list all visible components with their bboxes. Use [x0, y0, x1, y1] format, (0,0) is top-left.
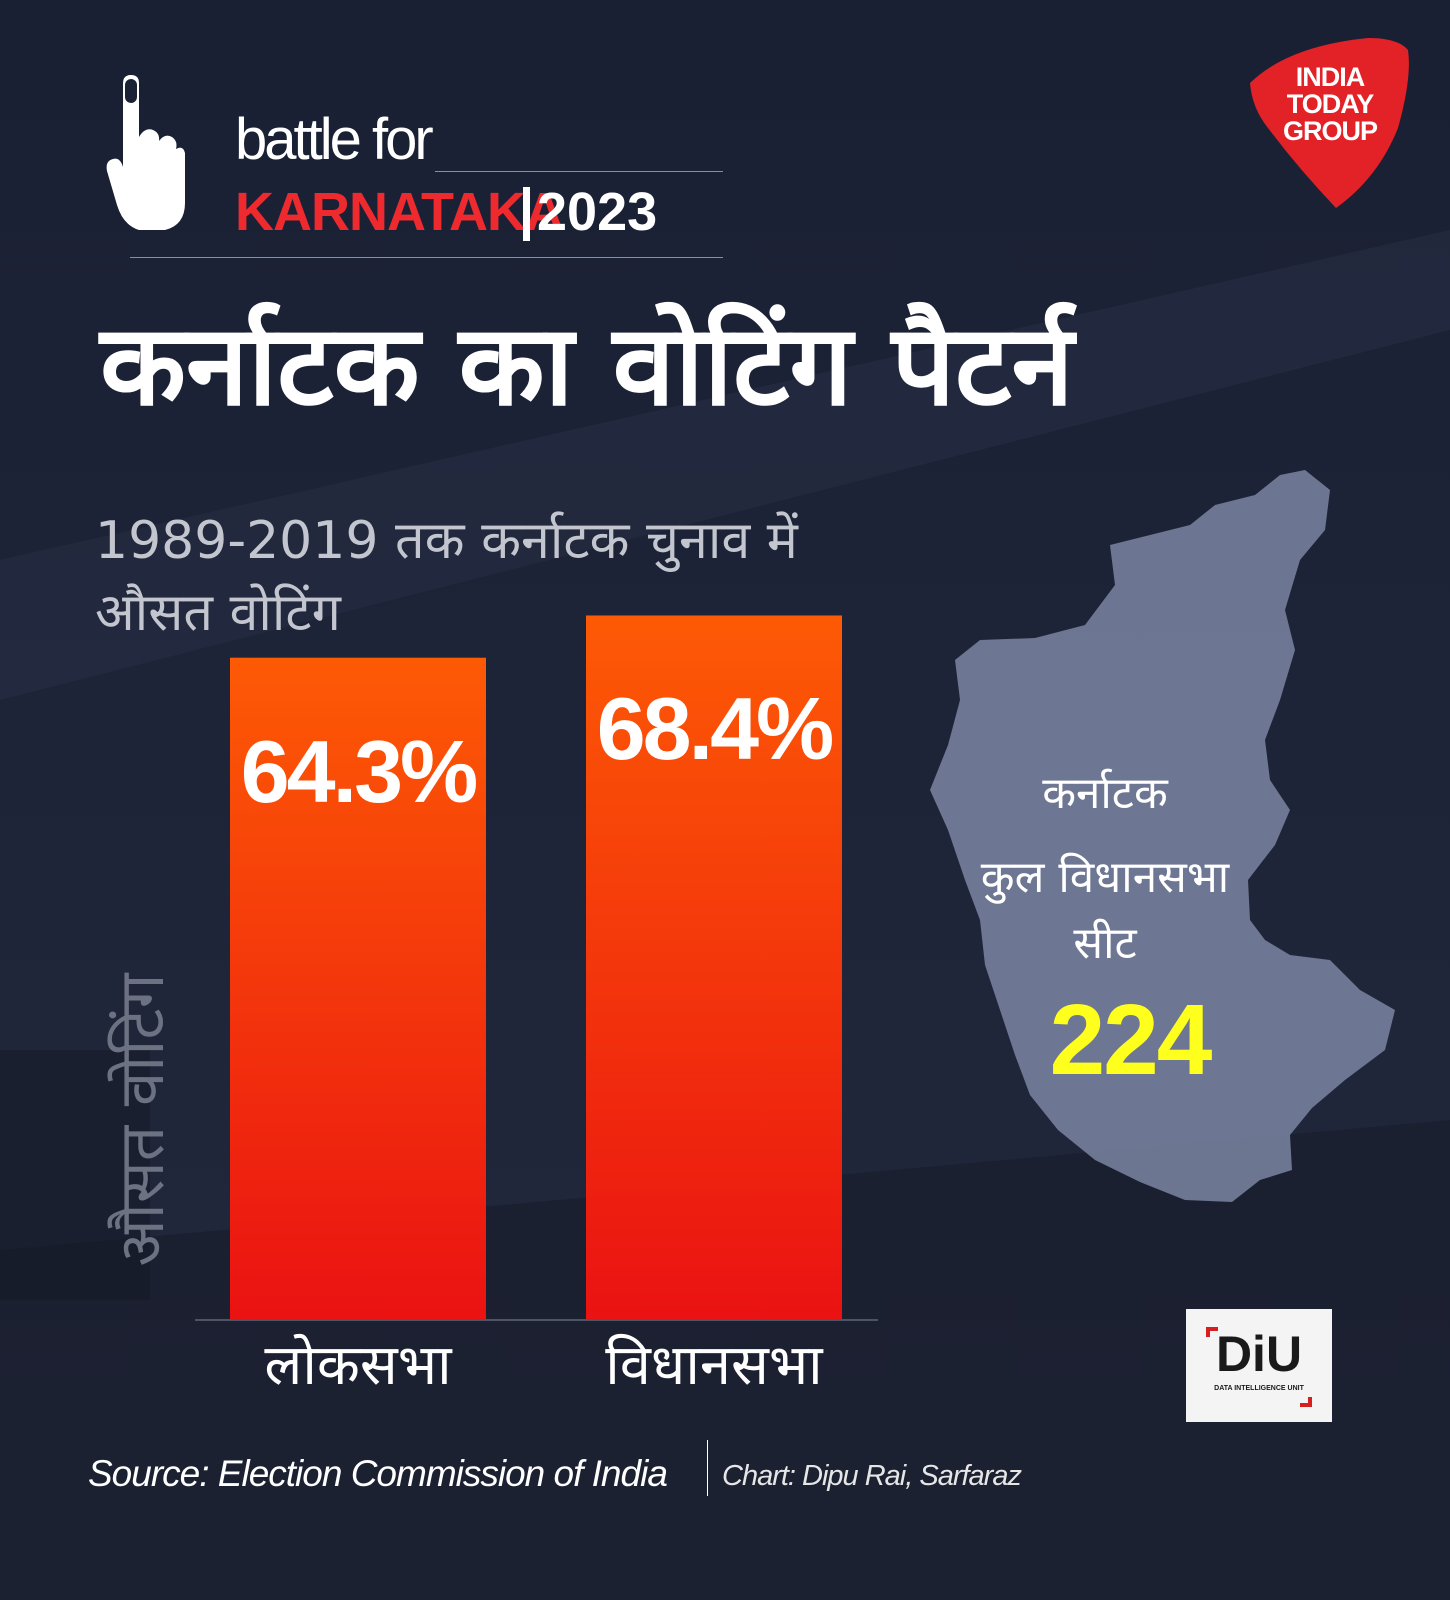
bar-value-label-0: 64.3% [240, 721, 479, 821]
bar-1 [586, 615, 842, 1320]
brand-state: KARNATAKA [235, 182, 564, 242]
source-note: Source: Election Commission of India [88, 1453, 668, 1494]
battle-for-karnataka-branding: battle for KARNATAKA 2023 [105, 75, 725, 260]
diu-logo: DiU DATA INTELLIGENCE UNIT [1186, 1309, 1332, 1422]
logo-line-group: GROUP [1282, 116, 1378, 146]
chart-subtitle: 1989-2019 तक कर्नाटक चुनाव में औसत वोटिं… [95, 511, 798, 643]
y-axis-label: औसत वोटिंग [105, 973, 178, 1267]
logo-shield-icon [1250, 38, 1409, 208]
bar-value-label-1: 68.4% [596, 679, 835, 779]
voting-finger-icon [106, 75, 185, 230]
category-label-1: विधानसभा [605, 1333, 823, 1398]
brand-divider-bottom [130, 257, 723, 258]
map-seats-label: कुल विधानसभा [980, 852, 1230, 903]
bar-0 [230, 657, 486, 1320]
brand-year: 2023 [537, 182, 658, 242]
brand-battle-for: battle for [235, 107, 434, 172]
brand-divider-top [435, 171, 723, 172]
diu-subtitle: DATA INTELLIGENCE UNIT [1214, 1385, 1304, 1392]
category-label-0: लोकसभा [264, 1333, 452, 1398]
logo-line-india: INDIA [1295, 62, 1366, 92]
bars-group [230, 615, 842, 1320]
page-title: कर्नाटक का वोटिंग पैटर्न [100, 301, 1074, 431]
karnataka-map-shape [930, 470, 1395, 1202]
brand-separator [523, 187, 530, 241]
india-today-group-logo: INDIA TODAY GROUP [1248, 38, 1412, 210]
logo-line-today: TODAY [1286, 89, 1375, 119]
map-seats-label-2: सीट [1073, 918, 1137, 969]
chart-credit: Chart: Dipu Rai, Sarfaraz [722, 1460, 1022, 1492]
total-seats-value: 224 [1049, 984, 1213, 1096]
map-state-name: कर्नाटक [1042, 768, 1168, 819]
diu-letters: DiU [1215, 1326, 1303, 1382]
diu-corner-brackets-icon [1206, 1327, 1312, 1407]
footer-separator [707, 1440, 708, 1496]
